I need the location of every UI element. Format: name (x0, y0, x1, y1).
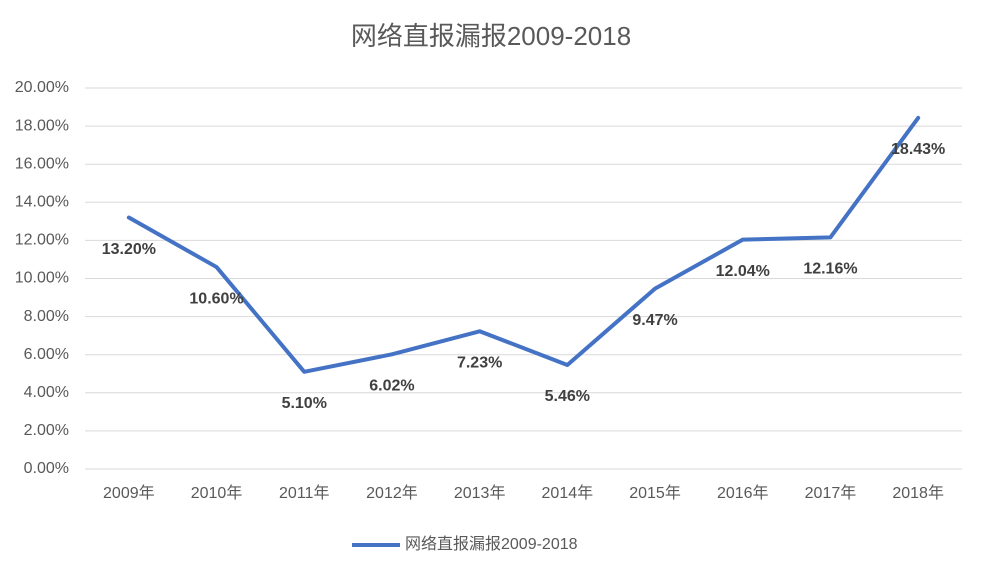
data-label: 12.16% (803, 261, 857, 278)
x-tick-label: 2010年 (191, 484, 243, 502)
y-tick-label: 8.00% (24, 308, 69, 325)
y-tick-label: 6.00% (24, 346, 69, 363)
y-tick-label: 12.00% (15, 232, 69, 249)
data-line (126, 115, 921, 374)
y-tick-label: 4.00% (24, 384, 69, 401)
x-tick-label: 2011年 (279, 484, 329, 502)
y-tick-label: 20.00% (15, 79, 69, 96)
y-tick-label: 0.00% (24, 460, 69, 477)
x-tick-label: 2013年 (454, 484, 506, 502)
chart-title: 网络直报漏报2009-2018 (351, 21, 631, 51)
x-tick-label: 2017年 (805, 484, 857, 502)
x-tick-label: 2014年 (542, 484, 594, 502)
data-label: 9.47% (632, 312, 677, 329)
data-label: 13.20% (102, 241, 156, 258)
data-label: 10.60% (189, 290, 243, 307)
data-label: 5.10% (282, 395, 327, 412)
data-label: 5.46% (545, 388, 590, 405)
y-tick-label: 18.00% (15, 117, 69, 134)
data-label: 18.43% (891, 141, 945, 158)
x-tick-label: 2016年 (717, 484, 769, 502)
data-label: 6.02% (369, 378, 414, 395)
data-label: 12.04% (716, 263, 770, 280)
x-tick-label: 2018年 (892, 484, 944, 502)
data-label: 7.23% (457, 354, 502, 371)
y-tick-label: 14.00% (15, 194, 69, 211)
y-tick-label: 2.00% (24, 422, 69, 439)
x-tick-label: 2015年 (629, 484, 681, 502)
legend-label: 网络直报漏报2009-2018 (405, 534, 578, 553)
y-tick-label: 10.00% (15, 270, 69, 287)
y-tick-label: 16.00% (15, 155, 69, 172)
x-tick-label: 2012年 (366, 484, 418, 502)
x-tick-label: 2009年 (103, 484, 155, 502)
